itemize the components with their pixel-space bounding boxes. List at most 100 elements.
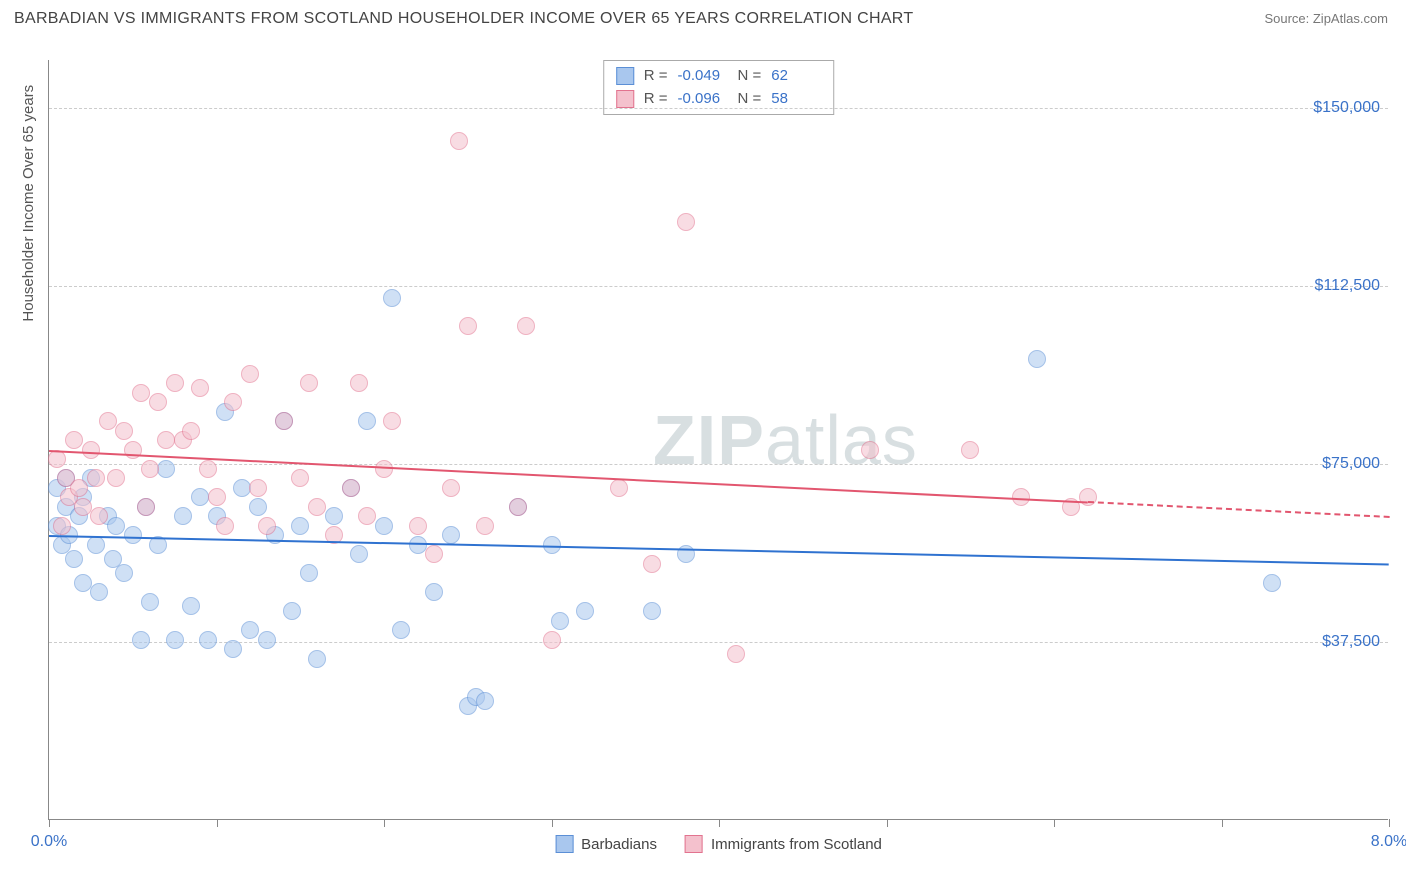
- data-point: [74, 498, 92, 516]
- data-point: [132, 384, 150, 402]
- data-point: [90, 507, 108, 525]
- data-point: [208, 488, 226, 506]
- data-point: [442, 479, 460, 497]
- data-point: [1028, 350, 1046, 368]
- data-point: [182, 597, 200, 615]
- data-point: [249, 479, 267, 497]
- data-point: [224, 640, 242, 658]
- legend-swatch: [616, 67, 634, 85]
- data-point: [157, 460, 175, 478]
- y-axis-title: Householder Income Over 65 years: [20, 85, 37, 322]
- trend-line: [1087, 501, 1389, 518]
- x-tick: [384, 819, 385, 827]
- data-point: [65, 550, 83, 568]
- y-tick-label: $75,000: [1322, 455, 1380, 473]
- gridline: [49, 642, 1388, 643]
- data-point: [509, 498, 527, 516]
- data-point: [383, 289, 401, 307]
- y-tick-label: $37,500: [1322, 633, 1380, 651]
- data-point: [342, 479, 360, 497]
- data-point: [291, 517, 309, 535]
- stats-row: R =-0.049N =62: [616, 65, 822, 88]
- data-point: [350, 374, 368, 392]
- data-point: [961, 441, 979, 459]
- data-point: [99, 412, 117, 430]
- data-point: [70, 479, 88, 497]
- stat-label: R =: [644, 65, 668, 88]
- data-point: [90, 583, 108, 601]
- data-point: [442, 526, 460, 544]
- data-point: [425, 583, 443, 601]
- data-point: [409, 517, 427, 535]
- legend-label: Barbadians: [581, 836, 657, 853]
- data-point: [241, 621, 259, 639]
- x-tick-label: 8.0%: [1371, 833, 1406, 851]
- data-point: [166, 374, 184, 392]
- data-point: [107, 469, 125, 487]
- data-point: [551, 612, 569, 630]
- data-point: [82, 441, 100, 459]
- legend-swatch: [685, 835, 703, 853]
- data-point: [275, 412, 293, 430]
- gridline: [49, 464, 1388, 465]
- legend-item: Barbadians: [555, 835, 657, 853]
- x-tick: [1054, 819, 1055, 827]
- page-title: BARBADIAN VS IMMIGRANTS FROM SCOTLAND HO…: [14, 10, 913, 28]
- x-tick: [719, 819, 720, 827]
- legend-label: Immigrants from Scotland: [711, 836, 882, 853]
- data-point: [166, 631, 184, 649]
- data-point: [543, 536, 561, 554]
- data-point: [291, 469, 309, 487]
- trend-line: [49, 535, 1389, 565]
- legend-swatch: [555, 835, 573, 853]
- data-point: [199, 460, 217, 478]
- data-point: [610, 479, 628, 497]
- x-tick: [887, 819, 888, 827]
- data-point: [258, 631, 276, 649]
- x-tick: [1389, 819, 1390, 827]
- data-point: [199, 631, 217, 649]
- gridline: [49, 108, 1388, 109]
- series-legend: Barbadians Immigrants from Scotland: [555, 835, 882, 853]
- data-point: [191, 379, 209, 397]
- x-tick: [49, 819, 50, 827]
- data-point: [517, 317, 535, 335]
- data-point: [149, 393, 167, 411]
- data-point: [375, 517, 393, 535]
- data-point: [141, 593, 159, 611]
- data-point: [358, 412, 376, 430]
- data-point: [350, 545, 368, 563]
- data-point: [392, 621, 410, 639]
- data-point: [132, 631, 150, 649]
- data-point: [216, 517, 234, 535]
- data-point: [358, 507, 376, 525]
- data-point: [476, 692, 494, 710]
- data-point: [74, 574, 92, 592]
- data-point: [727, 645, 745, 663]
- data-point: [325, 507, 343, 525]
- x-tick: [552, 819, 553, 827]
- data-point: [308, 650, 326, 668]
- data-point: [258, 517, 276, 535]
- source-label: Source: ZipAtlas.com: [1264, 11, 1388, 26]
- data-point: [115, 422, 133, 440]
- scatter-plot: ZIPatlas R =-0.049N =62R =-0.096N =58 Ba…: [48, 60, 1388, 820]
- data-point: [576, 602, 594, 620]
- y-tick-label: $112,500: [1314, 277, 1380, 295]
- data-point: [174, 507, 192, 525]
- data-point: [476, 517, 494, 535]
- data-point: [233, 479, 251, 497]
- data-point: [182, 422, 200, 440]
- x-tick-label: 0.0%: [31, 833, 67, 851]
- data-point: [677, 213, 695, 231]
- data-point: [450, 132, 468, 150]
- data-point: [137, 498, 155, 516]
- data-point: [383, 412, 401, 430]
- y-tick-label: $150,000: [1313, 99, 1380, 117]
- stat-value: 62: [771, 65, 821, 88]
- data-point: [87, 536, 105, 554]
- watermark: ZIPatlas: [653, 400, 918, 480]
- data-point: [1263, 574, 1281, 592]
- data-point: [115, 564, 133, 582]
- stat-value: -0.049: [678, 65, 728, 88]
